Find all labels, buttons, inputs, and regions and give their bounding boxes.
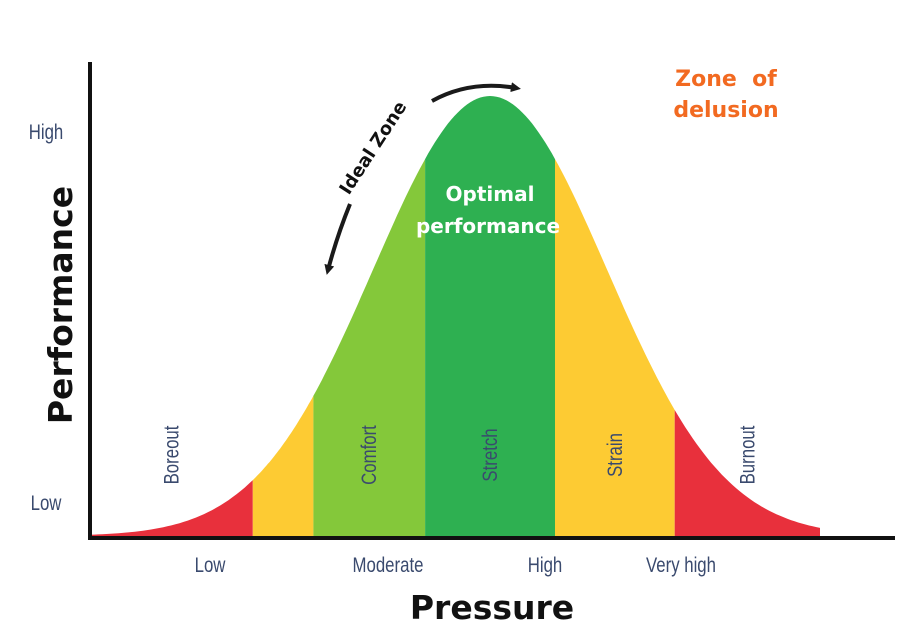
x-tick-high: High: [528, 554, 563, 577]
top-arrow: [431, 82, 521, 103]
x-axis-title: Pressure: [410, 588, 574, 627]
zone-area-5: [674, 410, 820, 536]
y-tick-high: High: [29, 121, 64, 144]
x-tick-low: Low: [195, 554, 226, 577]
zone-area-2: [313, 159, 426, 536]
y-tick-low: Low: [31, 492, 62, 515]
zone-area-4: [555, 159, 675, 536]
zone-area-0: [90, 480, 253, 536]
zone-label-stretch: Stretch: [479, 428, 502, 481]
zone-label-boreout: Boreout: [161, 425, 184, 484]
zone-label-strain: Strain: [604, 433, 627, 477]
zone-labels: Boreout Comfort Stretch Strain Burnout: [161, 425, 760, 485]
ideal-zone-label: Ideal Zone: [335, 97, 411, 198]
curve-zones: [90, 96, 820, 536]
zone-area-3: [425, 96, 555, 536]
delusion-label-line2: delusion: [673, 98, 778, 123]
delusion-label-line1: Zone of: [675, 67, 777, 92]
left-arrow: [324, 203, 352, 275]
zone-area-1: [252, 395, 314, 536]
x-tick-moderate: Moderate: [353, 554, 424, 577]
optimal-label-line1: Optimal: [446, 182, 535, 206]
x-tick-very-high: Very high: [646, 554, 716, 577]
y-axis-title: Performance: [41, 186, 80, 424]
zone-label-burnout: Burnout: [737, 425, 760, 484]
zone-label-comfort: Comfort: [359, 425, 382, 485]
optimal-label-line2: performance: [416, 214, 560, 238]
